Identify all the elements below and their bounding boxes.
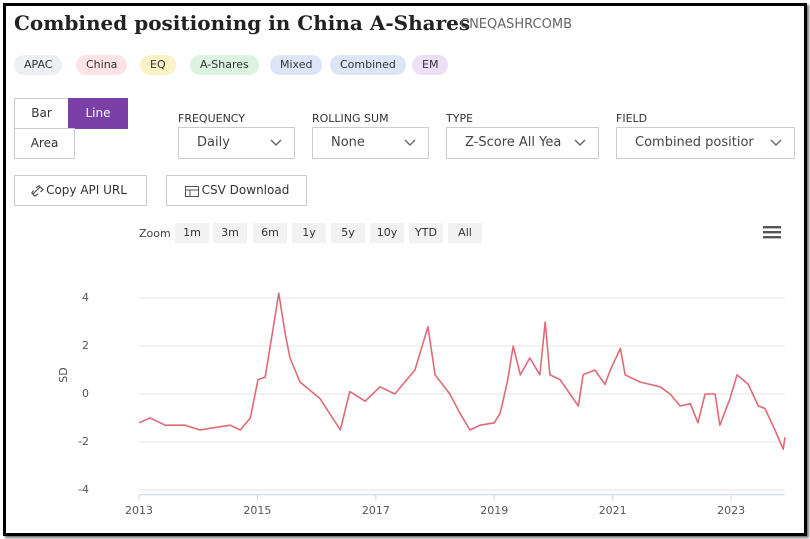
- tag[interactable]: APAC: [14, 55, 63, 75]
- dropdown[interactable]: Combined positior: [616, 127, 795, 159]
- tag[interactable]: A-Shares: [190, 55, 259, 75]
- dropdown[interactable]: None: [312, 127, 429, 159]
- zoom-button[interactable]: All: [448, 223, 482, 243]
- tag[interactable]: China: [76, 55, 128, 75]
- tag[interactable]: EM: [412, 55, 449, 75]
- dropdown-value: None: [331, 135, 365, 150]
- button-label: Copy API URL: [46, 183, 127, 197]
- y-tick-label: -2: [78, 435, 89, 448]
- zoom-button[interactable]: 10y: [370, 223, 404, 243]
- series-code: CNEQASHRCOMB: [460, 17, 572, 32]
- control-label: TYPE: [446, 112, 474, 125]
- zoom-button[interactable]: YTD: [409, 223, 443, 243]
- csv-button[interactable]: CSV Download: [166, 175, 307, 206]
- tag[interactable]: Mixed: [270, 55, 323, 75]
- control-label: ROLLING SUM: [312, 112, 389, 125]
- y-tick-label: 0: [82, 387, 89, 400]
- control-label: FREQUENCY: [178, 112, 246, 125]
- x-tick-label: 2023: [717, 504, 745, 517]
- y-tick-label: 4: [82, 291, 89, 304]
- tag[interactable]: EQ: [140, 55, 176, 75]
- button-label: CSV Download: [201, 183, 290, 197]
- copy-api-button[interactable]: Copy API URL: [14, 175, 147, 206]
- line-series: [138, 292, 786, 450]
- zoom-button[interactable]: 3m: [213, 223, 247, 243]
- y-tick-label: -4: [78, 483, 89, 496]
- chevron: [770, 139, 782, 146]
- dropdown[interactable]: Z-Score All Yea: [446, 127, 599, 159]
- dropdown-value: Z-Score All Yea: [465, 135, 562, 150]
- chevron: [404, 139, 416, 146]
- table-icon: [185, 186, 199, 197]
- zoom-button[interactable]: 1y: [292, 223, 326, 243]
- frame: [3, 3, 807, 536]
- x-tick-label: 2013: [125, 504, 153, 517]
- y-tick-label: 2: [82, 339, 89, 352]
- x-tick-label: 2021: [599, 504, 627, 517]
- bar-button[interactable]: Bar: [14, 98, 69, 129]
- tag[interactable]: Combined: [330, 55, 406, 75]
- menu-icon[interactable]: [763, 226, 781, 239]
- x-tick-label: 2017: [362, 504, 390, 517]
- dropdown-value: Combined positior: [635, 135, 754, 150]
- control-label: FIELD: [616, 112, 648, 125]
- x-tick-label: 2019: [480, 504, 508, 517]
- dropdown[interactable]: Daily: [178, 127, 295, 159]
- chevron: [270, 139, 282, 146]
- line-button[interactable]: Line: [68, 98, 128, 129]
- y-axis-label: SD: [57, 367, 70, 382]
- area-button[interactable]: Area: [14, 128, 75, 159]
- zoom-button[interactable]: 5y: [331, 223, 365, 243]
- link-icon: [31, 185, 44, 197]
- page-title: Combined positioning in China A-Shares: [14, 11, 471, 35]
- zoom-label: Zoom: [139, 227, 171, 240]
- zoom-button[interactable]: 1m: [175, 223, 209, 243]
- dropdown-value: Daily: [197, 135, 230, 150]
- x-tick-label: 2015: [243, 504, 271, 517]
- zoom-button[interactable]: 6m: [253, 223, 287, 243]
- chevron: [574, 139, 586, 146]
